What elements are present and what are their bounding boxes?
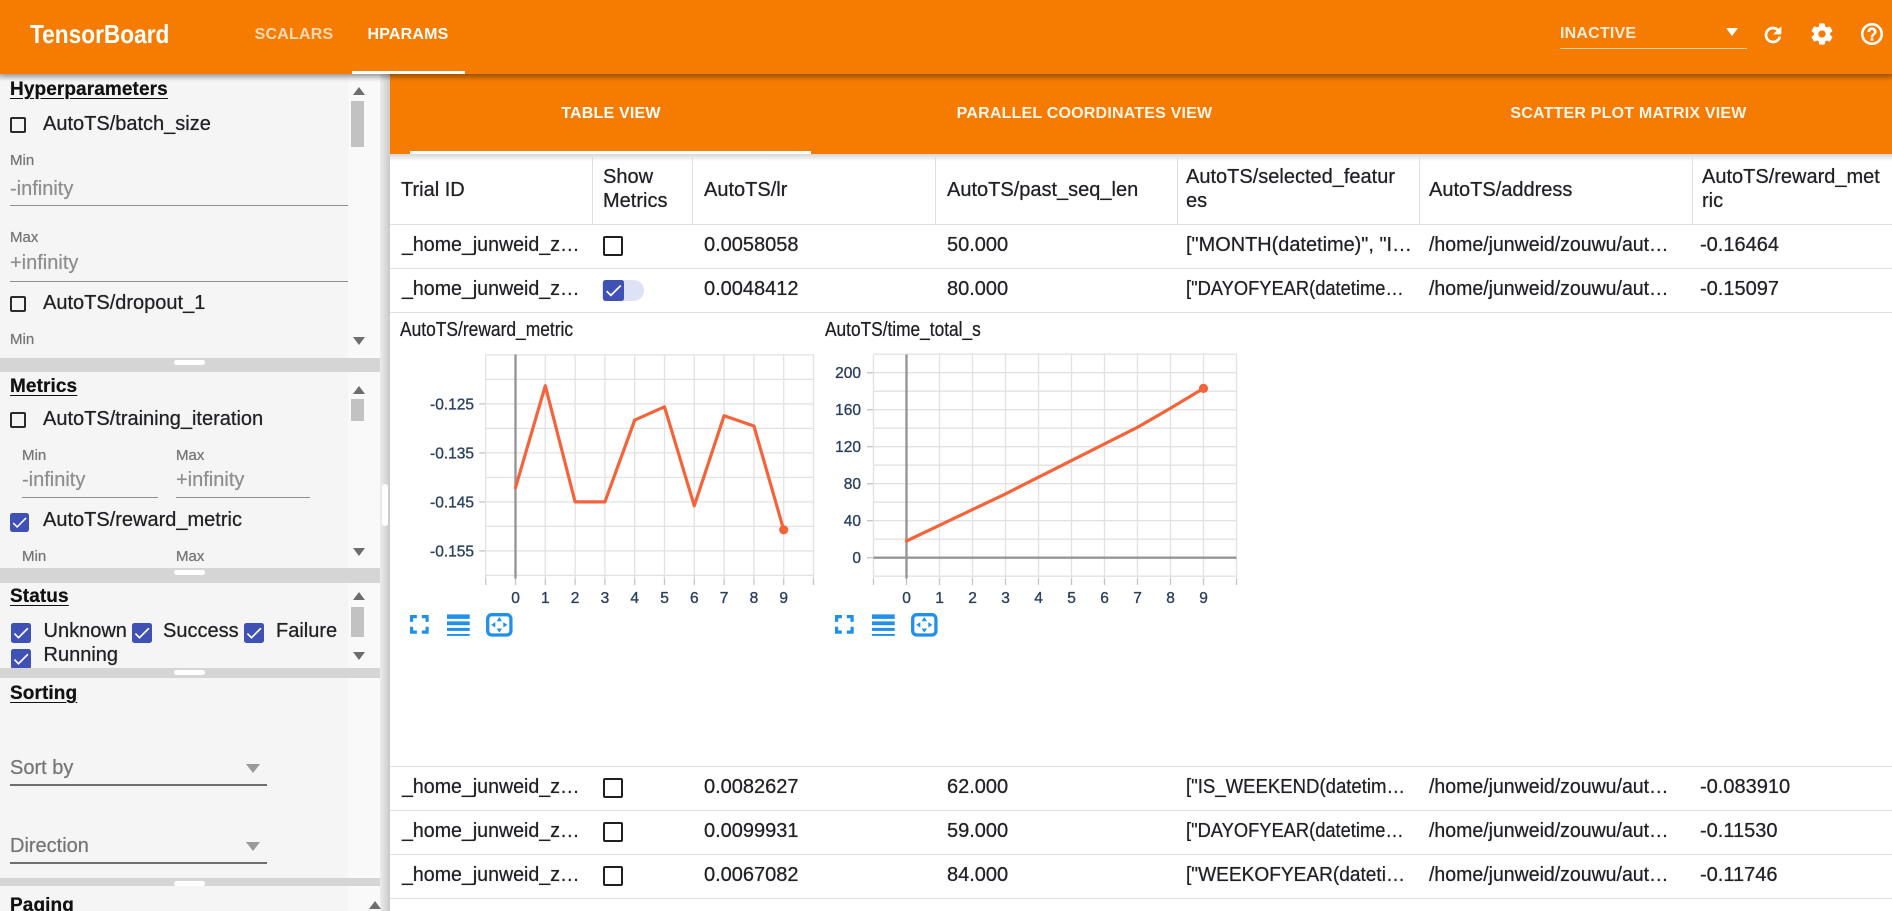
svg-text:-0.145: -0.145 [430, 494, 474, 511]
svg-text:0: 0 [852, 550, 861, 567]
svg-text:0: 0 [902, 590, 911, 607]
svg-text:-0.125: -0.125 [430, 396, 474, 413]
svg-text:2: 2 [968, 590, 977, 607]
svg-text:6: 6 [690, 590, 699, 607]
svg-text:3: 3 [601, 590, 610, 607]
svg-text:1: 1 [935, 590, 944, 607]
svg-text:3: 3 [1001, 590, 1010, 607]
svg-text:-0.135: -0.135 [430, 445, 474, 462]
svg-text:120: 120 [835, 439, 861, 456]
svg-text:8: 8 [750, 590, 759, 607]
svg-text:7: 7 [1133, 590, 1142, 607]
svg-text:9: 9 [1199, 590, 1208, 607]
svg-text:5: 5 [660, 590, 669, 607]
svg-text:5: 5 [1067, 590, 1076, 607]
svg-text:6: 6 [1100, 590, 1109, 607]
svg-text:2: 2 [571, 590, 580, 607]
svg-text:160: 160 [835, 402, 861, 419]
svg-text:8: 8 [1166, 590, 1175, 607]
svg-text:200: 200 [835, 365, 861, 382]
svg-text:80: 80 [844, 476, 862, 493]
svg-text:40: 40 [844, 513, 862, 530]
svg-text:0: 0 [511, 590, 520, 607]
svg-text:7: 7 [720, 590, 729, 607]
svg-text:4: 4 [630, 590, 639, 607]
svg-text:9: 9 [779, 590, 788, 607]
svg-text:4: 4 [1034, 590, 1043, 607]
svg-text:1: 1 [541, 590, 550, 607]
svg-text:-0.155: -0.155 [430, 543, 474, 560]
